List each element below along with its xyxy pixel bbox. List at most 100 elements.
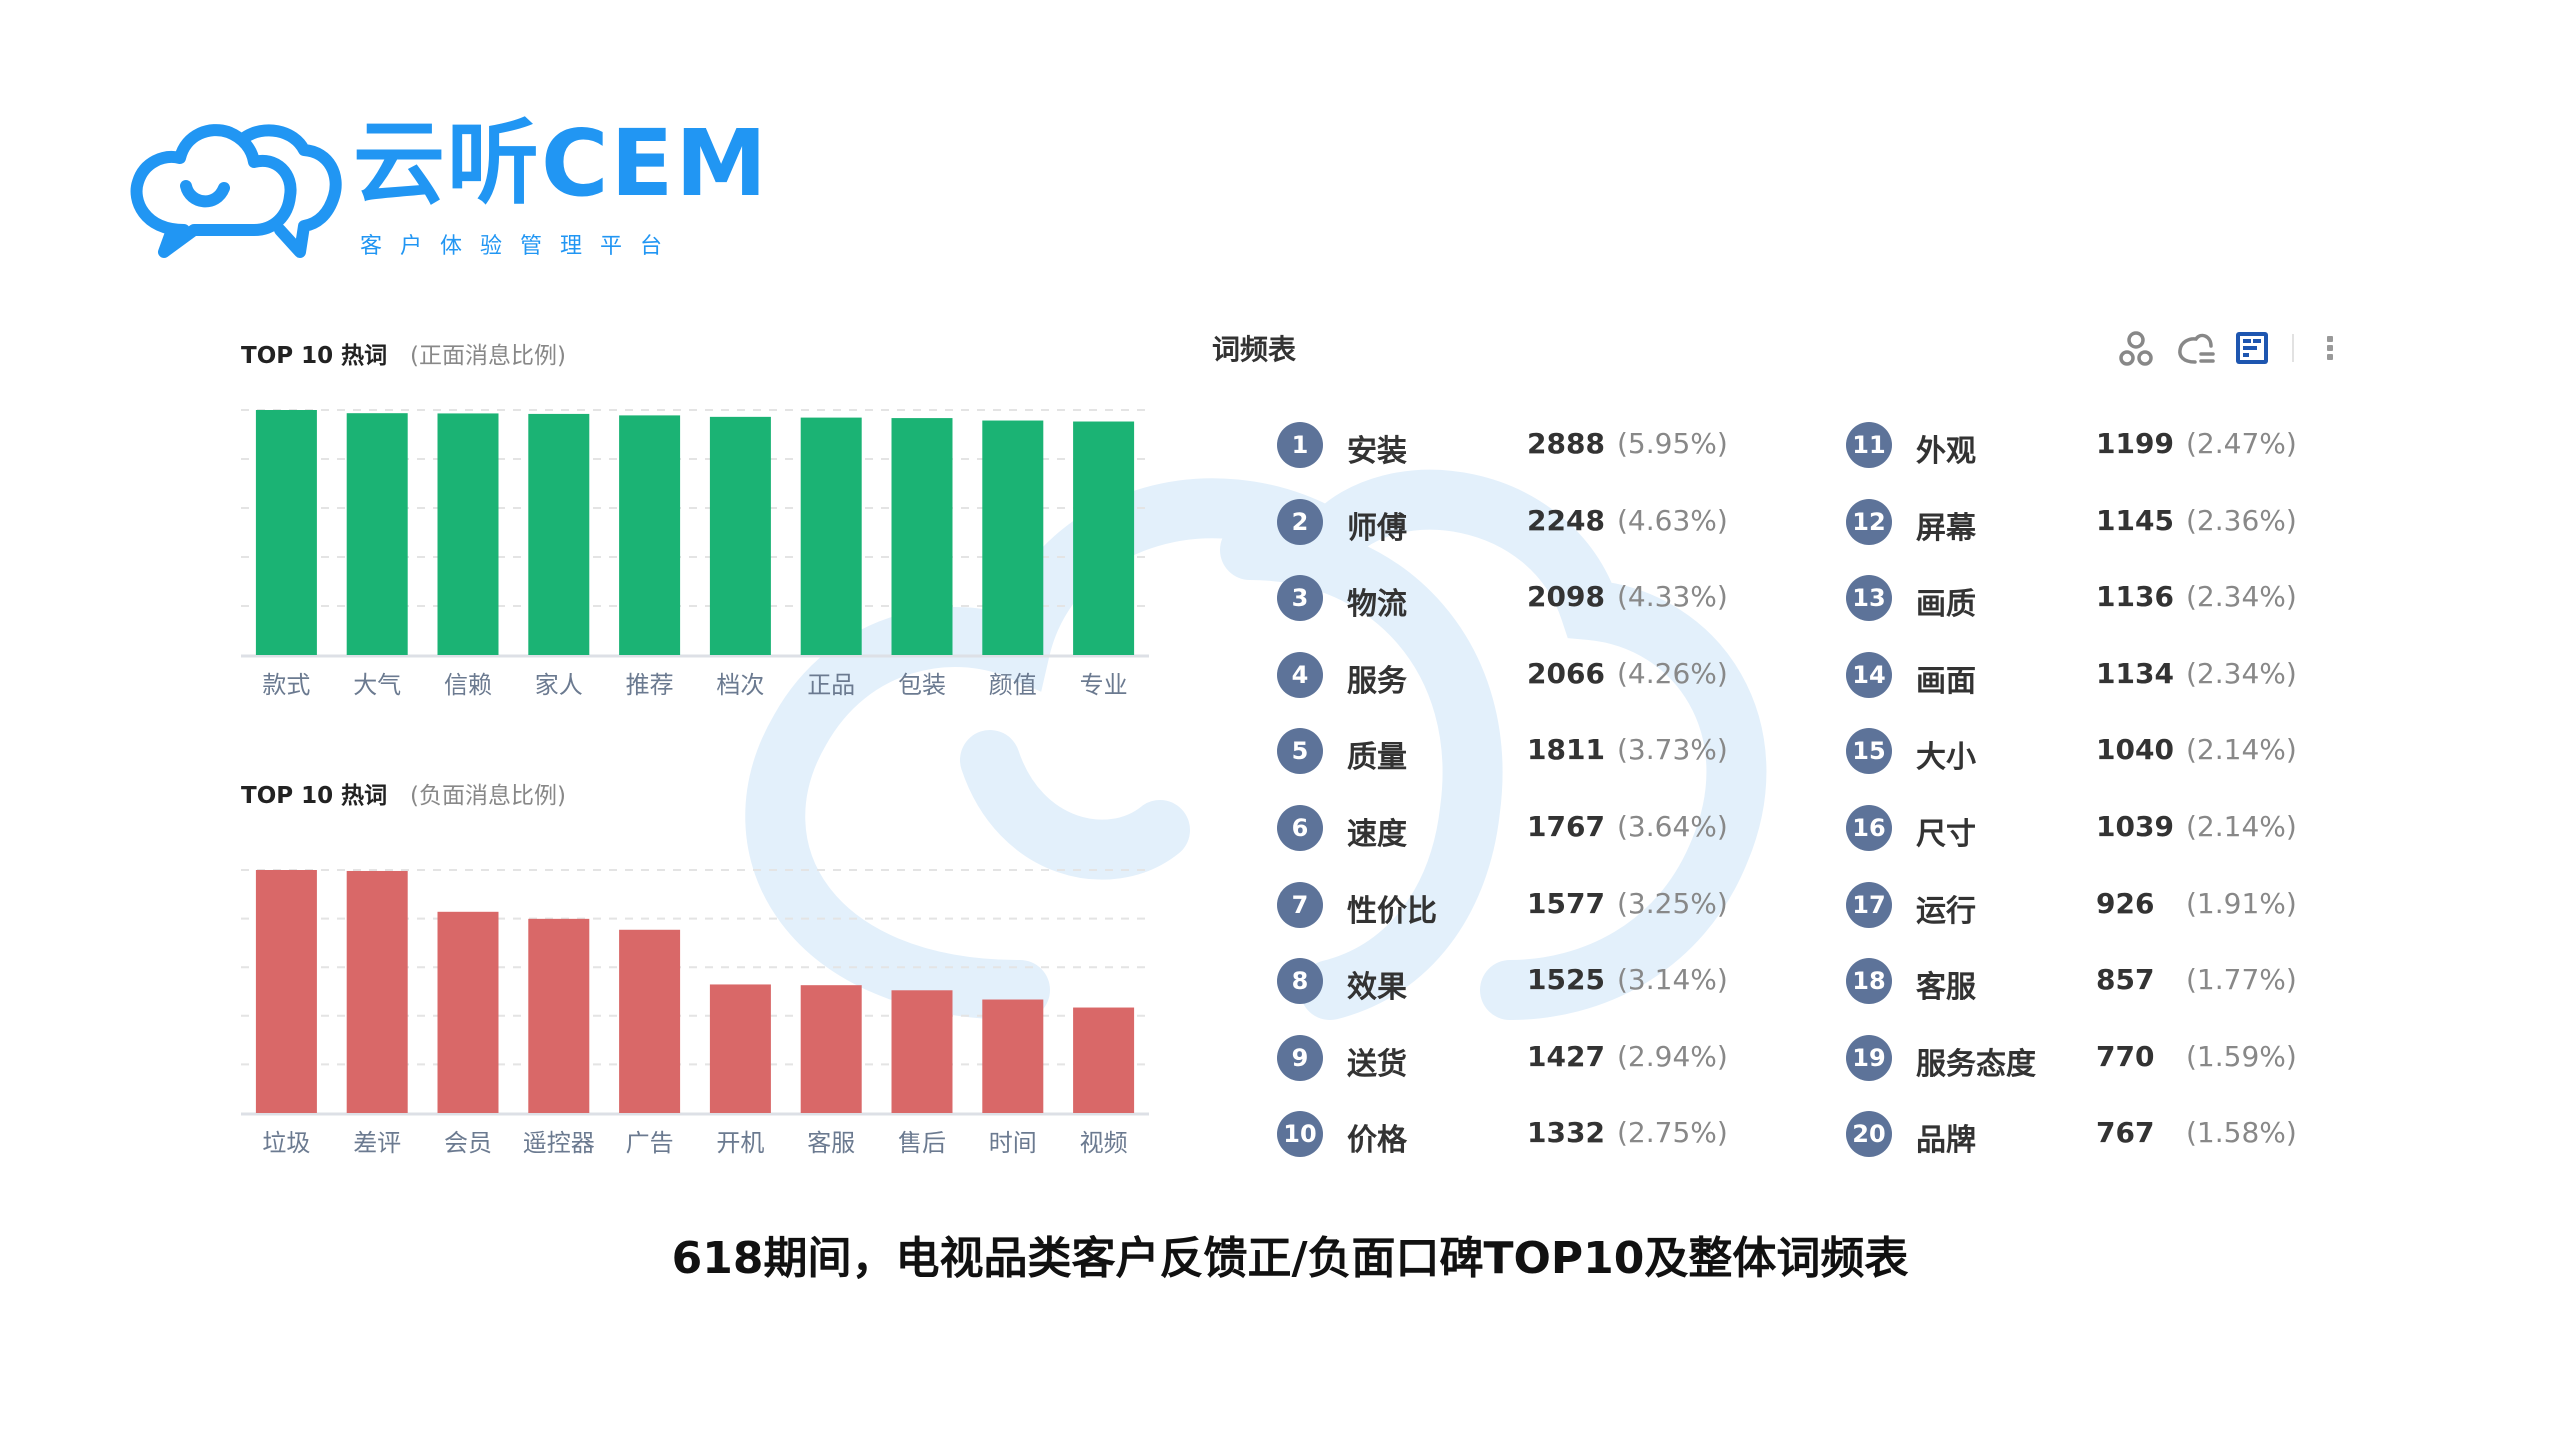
word-count: 1427 — [1527, 1039, 1605, 1073]
word-count: 1577 — [1527, 886, 1605, 920]
bar-垃圾 — [255, 870, 317, 1113]
word-label: 送货 — [1347, 1046, 1407, 1082]
table-row: 6 速度 1767 (3.64%) — [1277, 805, 1797, 855]
x-tick-label: 时间 — [989, 1129, 1037, 1157]
table-row: 20 品牌 767 (1.58%) — [1846, 1111, 2366, 1161]
word-count: 770 — [2096, 1039, 2155, 1073]
word-count: 1145 — [2096, 503, 2174, 537]
rank-badge: 17 — [1846, 881, 1892, 928]
rank-badge: 20 — [1846, 1111, 1892, 1158]
word-label: 师傅 — [1347, 510, 1407, 546]
rank-badge: 1 — [1277, 422, 1323, 468]
x-tick-label: 大气 — [353, 671, 401, 699]
word-count: 857 — [2096, 963, 2155, 997]
x-tick-label: 遥控器 — [523, 1129, 595, 1157]
x-tick-label: 专业 — [1080, 671, 1128, 699]
word-count: 1811 — [1527, 733, 1605, 767]
word-percentage: (2.36%) — [2186, 503, 2297, 537]
table-row: 8 效果 1525 (3.14%) — [1277, 958, 1797, 1008]
word-label: 大小 — [1916, 740, 1976, 776]
bar-包装 — [891, 418, 953, 655]
word-count: 2066 — [1527, 656, 1605, 690]
bar-家人 — [528, 413, 590, 655]
bar-售后 — [891, 990, 953, 1113]
rank-badge: 13 — [1846, 575, 1892, 622]
bubble-icon[interactable] — [2118, 330, 2154, 368]
x-tick-label: 差评 — [353, 1129, 401, 1157]
bar-颜值 — [982, 420, 1044, 655]
word-label: 物流 — [1347, 587, 1407, 623]
table-row: 17 运行 926 (1.91%) — [1846, 881, 2366, 932]
word-percentage: (3.64%) — [1617, 810, 1728, 843]
word-label: 服务态度 — [1916, 1046, 2036, 1082]
rank-badge: 9 — [1277, 1034, 1323, 1081]
rank-badge: 15 — [1846, 728, 1892, 775]
brand-name: 云听CEM — [353, 110, 769, 217]
word-percentage: (4.33%) — [1617, 580, 1728, 614]
bar-会员 — [437, 911, 499, 1113]
bar-客服 — [800, 985, 862, 1113]
rank-badge: 6 — [1277, 805, 1323, 851]
word-label: 安装 — [1347, 434, 1407, 469]
word-label: 质量 — [1347, 740, 1407, 776]
word-label: 外观 — [1916, 434, 1976, 469]
word-percentage: (2.34%) — [2186, 580, 2297, 614]
x-tick-label: 正品 — [807, 671, 855, 699]
bar-款式 — [255, 410, 317, 655]
word-percentage: (4.26%) — [1617, 656, 1728, 690]
table-row: 7 性价比 1577 (3.25%) — [1277, 881, 1797, 932]
word-count: 1040 — [2096, 733, 2174, 767]
word-count: 767 — [2096, 1116, 2155, 1150]
table-row: 2 师傅 2248 (4.63%) — [1277, 498, 1797, 549]
x-tick-label: 颜值 — [989, 671, 1037, 699]
word-percentage: (5.95%) — [1617, 427, 1728, 460]
word-percentage: (2.94%) — [1617, 1039, 1728, 1073]
table-row: 5 质量 1811 (3.73%) — [1277, 728, 1797, 778]
rank-badge: 4 — [1277, 651, 1323, 698]
word-percentage: (3.14%) — [1617, 963, 1728, 997]
word-label: 价格 — [1347, 1123, 1407, 1159]
brand-tagline: 客户体验管理平台 — [360, 234, 681, 259]
word-percentage: (2.47%) — [2186, 427, 2297, 460]
figure-caption: 618期间，电视品类客户反馈正/负面口碑TOP10及整体词频表 — [671, 1233, 1909, 1284]
word-count: 1199 — [2096, 427, 2174, 460]
bar-差评 — [346, 870, 408, 1113]
rank-badge: 2 — [1277, 498, 1323, 545]
negative-chart-title: TOP 10 热词 — [241, 783, 388, 809]
word-percentage: (2.34%) — [2186, 656, 2297, 690]
word-count: 2888 — [1527, 427, 1605, 460]
word-label: 速度 — [1347, 817, 1407, 852]
x-tick-label: 家人 — [535, 671, 583, 699]
x-tick-label: 款式 — [262, 671, 310, 699]
bar-档次 — [709, 416, 771, 655]
word-label: 屏幕 — [1916, 510, 1976, 546]
table-view-icon[interactable] — [2234, 330, 2270, 366]
bar-信赖 — [437, 413, 499, 655]
positive-chart-title: TOP 10 热词 — [241, 343, 388, 369]
word-count: 1136 — [2096, 580, 2174, 614]
x-tick-label: 售后 — [898, 1129, 946, 1157]
word-percentage: (3.73%) — [1617, 733, 1728, 767]
word-percentage: (1.77%) — [2186, 963, 2297, 997]
more-icon[interactable] — [2322, 330, 2338, 366]
word-percentage: (1.58%) — [2186, 1116, 2297, 1150]
rank-badge: 12 — [1846, 498, 1892, 545]
word-label: 效果 — [1347, 970, 1407, 1006]
word-count: 926 — [2096, 886, 2155, 920]
word-label: 画质 — [1916, 587, 1976, 623]
word-count: 1039 — [2096, 810, 2174, 843]
table-row: 9 送货 1427 (2.94%) — [1277, 1034, 1797, 1085]
rank-badge: 10 — [1277, 1111, 1323, 1158]
rank-badge: 18 — [1846, 958, 1892, 1005]
bar-大气 — [346, 413, 408, 655]
x-tick-label: 信赖 — [444, 671, 492, 699]
word-label: 性价比 — [1347, 893, 1437, 929]
rank-badge: 14 — [1846, 651, 1892, 698]
word-cloud-icon[interactable] — [2175, 330, 2217, 368]
table-row: 11 外观 1199 (2.47%) — [1846, 422, 2366, 472]
bar-专业 — [1073, 421, 1135, 655]
rank-badge: 3 — [1277, 575, 1323, 622]
table-row: 3 物流 2098 (4.33%) — [1277, 575, 1797, 625]
x-tick-label: 视频 — [1080, 1129, 1128, 1157]
word-percentage: (2.14%) — [2186, 733, 2297, 767]
